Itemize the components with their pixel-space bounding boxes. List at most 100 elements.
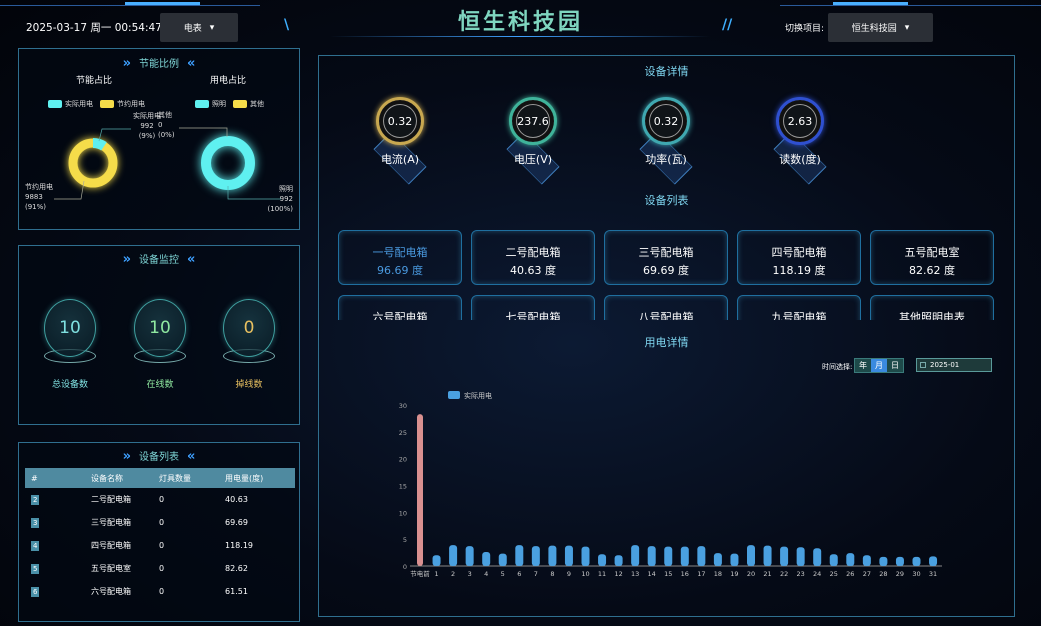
bar[interactable]: [647, 546, 656, 566]
bar[interactable]: [432, 555, 441, 566]
device-card-name: 三号配电箱: [638, 246, 694, 259]
monitor-label: 在线数: [146, 380, 174, 390]
time-mode-tab[interactable]: 日: [887, 359, 903, 372]
slice-value: 992: [279, 195, 293, 203]
x-tick-label: 29: [896, 570, 904, 578]
power-usage: 118.19: [225, 541, 253, 550]
legend-label: 实际用电: [65, 100, 93, 108]
y-tick-label: 20: [399, 456, 407, 464]
bar[interactable]: [846, 553, 855, 566]
device-list-title: 设备列表: [644, 194, 689, 207]
header-glow: [330, 36, 710, 37]
bar[interactable]: [531, 546, 540, 566]
x-tick-label: 6: [517, 570, 521, 578]
slice-name: 照明: [279, 185, 293, 193]
bar[interactable]: [482, 552, 491, 566]
bar[interactable]: [631, 545, 640, 566]
table-row[interactable]: 4 四号配电箱 0 118.19: [25, 534, 295, 557]
x-tick-label: 17: [697, 570, 705, 578]
bar[interactable]: [730, 553, 739, 566]
device-card[interactable]: 一号配电箱 96.69 度: [338, 230, 462, 285]
device-card[interactable]: 八号配电箱: [604, 295, 728, 320]
bar[interactable]: [895, 556, 904, 566]
device-card[interactable]: 六号配电箱: [338, 295, 462, 320]
table-row[interactable]: 3 三号配电箱 0 69.69: [25, 511, 295, 534]
time-select-label: 时间选择:: [822, 363, 853, 371]
bar[interactable]: [912, 556, 921, 566]
bar[interactable]: [598, 554, 607, 566]
legend-right: 照明 其他: [195, 99, 264, 109]
bar[interactable]: [417, 414, 423, 566]
date-picker[interactable]: 2025-01: [916, 358, 992, 372]
donut-slice-actual: [92, 138, 107, 151]
bar[interactable]: [449, 545, 458, 566]
bar[interactable]: [581, 546, 590, 566]
column-header: 设备名称: [91, 468, 159, 488]
gauge-value: 2.63: [787, 114, 813, 128]
bar[interactable]: [713, 553, 722, 566]
device-card-value: 69.69 度: [643, 264, 689, 277]
time-mode-tab[interactable]: 月: [871, 359, 887, 372]
monitor-orb: 10: [134, 299, 186, 357]
bar[interactable]: [548, 545, 557, 566]
device-card-name: 七号配电箱: [505, 311, 561, 320]
meter-select[interactable]: 电表 ▾: [160, 13, 238, 42]
bar[interactable]: [747, 545, 755, 566]
table-row[interactable]: 2 二号配电箱 0 40.63: [25, 488, 295, 511]
table-row[interactable]: 6 六号配电箱 0 61.51: [25, 580, 295, 603]
x-tick-label: 18: [714, 570, 722, 578]
saving-ratio-title: 节能占比: [76, 76, 113, 86]
date-value: 2025-01: [930, 361, 960, 369]
caret-down-icon: ▾: [209, 22, 215, 33]
column-header: 用电量(度): [225, 468, 295, 488]
row-index: 2: [31, 494, 40, 505]
gauge-dial: 0.32: [642, 97, 690, 145]
table-row[interactable]: 5 五号配电室 0 82.62: [25, 557, 295, 580]
leader-line: [98, 128, 131, 142]
bar[interactable]: [780, 546, 789, 566]
bar[interactable]: [829, 554, 838, 566]
bar[interactable]: [763, 545, 772, 566]
bar[interactable]: [697, 546, 706, 566]
x-tick-label: 28: [879, 570, 887, 578]
bar[interactable]: [862, 555, 871, 566]
bar[interactable]: [813, 548, 822, 566]
slice-pct: (0%): [158, 131, 175, 139]
bar[interactable]: [564, 545, 573, 566]
bar[interactable]: [929, 556, 938, 566]
project-select[interactable]: 恒生科技园 ▾: [828, 13, 933, 42]
y-tick-label: 0: [403, 563, 407, 571]
lamp-count: 0: [159, 587, 165, 596]
bar[interactable]: [879, 556, 888, 566]
gauge-label: 读数(度): [779, 153, 821, 166]
device-card[interactable]: 二号配电箱 40.63 度: [471, 230, 595, 285]
time-mode-tab[interactable]: 年: [855, 359, 871, 372]
device-name: 六号配电箱: [91, 587, 131, 596]
device-card[interactable]: 九号配电箱: [737, 295, 861, 320]
project-select-value: 恒生科技园: [851, 24, 897, 34]
bar[interactable]: [680, 546, 689, 566]
device-card[interactable]: 七号配电箱: [471, 295, 595, 320]
x-tick-label: 2: [451, 570, 455, 578]
device-table-panel: » 设备列表 « # 设备名称 灯具数量 用电量(度) 2 二号配电箱 0 40.6…: [18, 442, 300, 622]
monitor-orb: 0: [223, 299, 275, 357]
device-card[interactable]: 四号配电箱 118.19 度: [737, 230, 861, 285]
gauge-value: 0.32: [387, 114, 413, 128]
bar[interactable]: [614, 555, 623, 566]
device-card-list[interactable]: 一号配电箱 96.69 度 二号配电箱 40.63 度 三号配电箱 69.69 度 四号配电…: [330, 225, 1010, 320]
bar[interactable]: [796, 547, 805, 566]
leader-line: [227, 186, 281, 200]
x-tick-label: 8: [550, 570, 554, 578]
bar[interactable]: [515, 545, 524, 566]
device-card[interactable]: 其他照明电表: [870, 295, 994, 320]
bar[interactable]: [465, 546, 474, 566]
gauge-dial: 237.6: [509, 97, 557, 145]
legend-label: 照明: [212, 100, 226, 108]
power-usage: 61.51: [225, 587, 248, 596]
bar[interactable]: [498, 553, 507, 566]
device-card[interactable]: 三号配电箱 69.69 度: [604, 230, 728, 285]
device-card[interactable]: 五号配电室 82.62 度: [870, 230, 994, 285]
bar[interactable]: [664, 546, 673, 566]
y-tick-label: 25: [399, 429, 407, 437]
y-tick-label: 10: [399, 509, 407, 517]
